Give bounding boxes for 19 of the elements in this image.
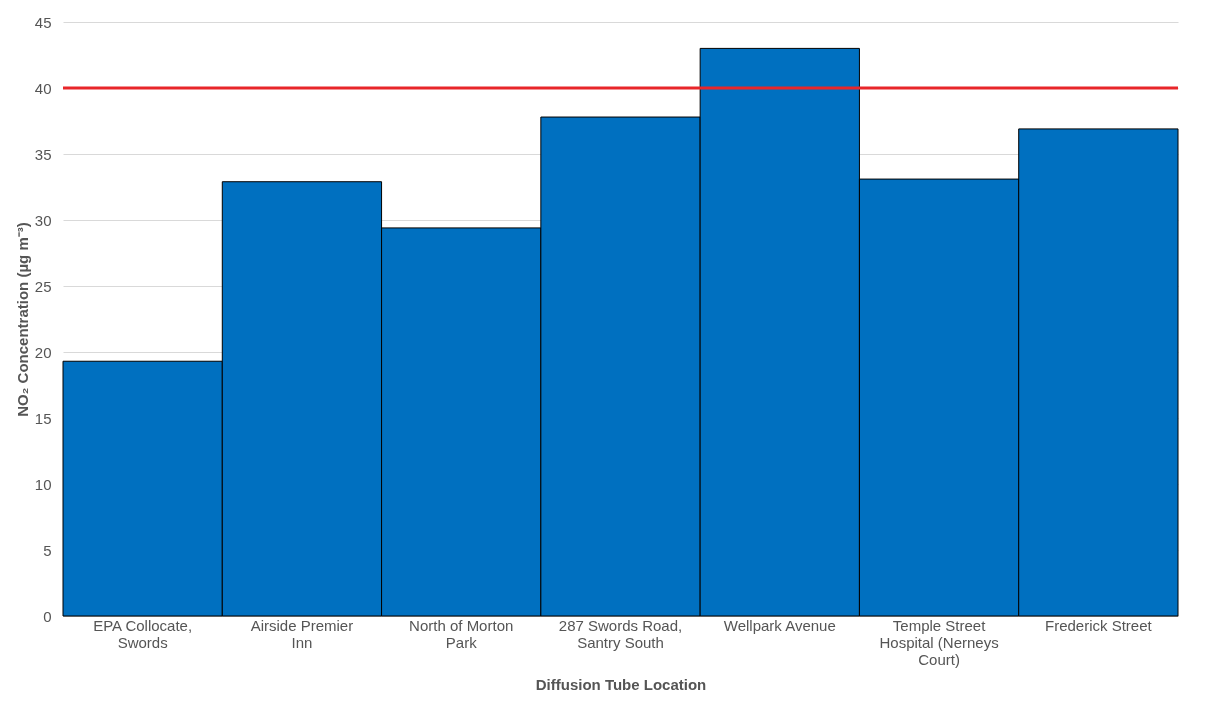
y-tick-label: 40 xyxy=(34,79,52,97)
y-tick-label: 10 xyxy=(34,475,52,493)
y-tick-label: 45 xyxy=(34,13,52,31)
x-tick-label: North of Morton Park xyxy=(409,616,514,651)
x-axis-title: Diffusion Tube Location xyxy=(535,675,707,693)
y-tick-label: 30 xyxy=(34,211,52,229)
x-tick-label: EPA Collocate, Swords xyxy=(93,616,193,651)
x-tick-label: 287 Swords Road, Santry South xyxy=(558,616,683,651)
y-tick-label: 35 xyxy=(34,145,52,163)
y-tick-label: 15 xyxy=(34,409,52,427)
y-tick-label: 25 xyxy=(34,277,52,295)
y-axis-title: NO₂ Concentration (µg m⁻³) xyxy=(13,222,31,417)
x-tick-label: Airside Premier Inn xyxy=(250,616,354,651)
y-tick-label: 20 xyxy=(34,343,52,361)
y-tick-label: 5 xyxy=(43,541,52,559)
x-tick-label: Frederick Street xyxy=(1045,616,1153,634)
x-tick-label: Temple Street Hospital (Nerneys Court) xyxy=(879,616,999,668)
x-tick-label: Wellpark Avenue xyxy=(723,616,836,634)
y-tick-label: 0 xyxy=(43,607,52,625)
